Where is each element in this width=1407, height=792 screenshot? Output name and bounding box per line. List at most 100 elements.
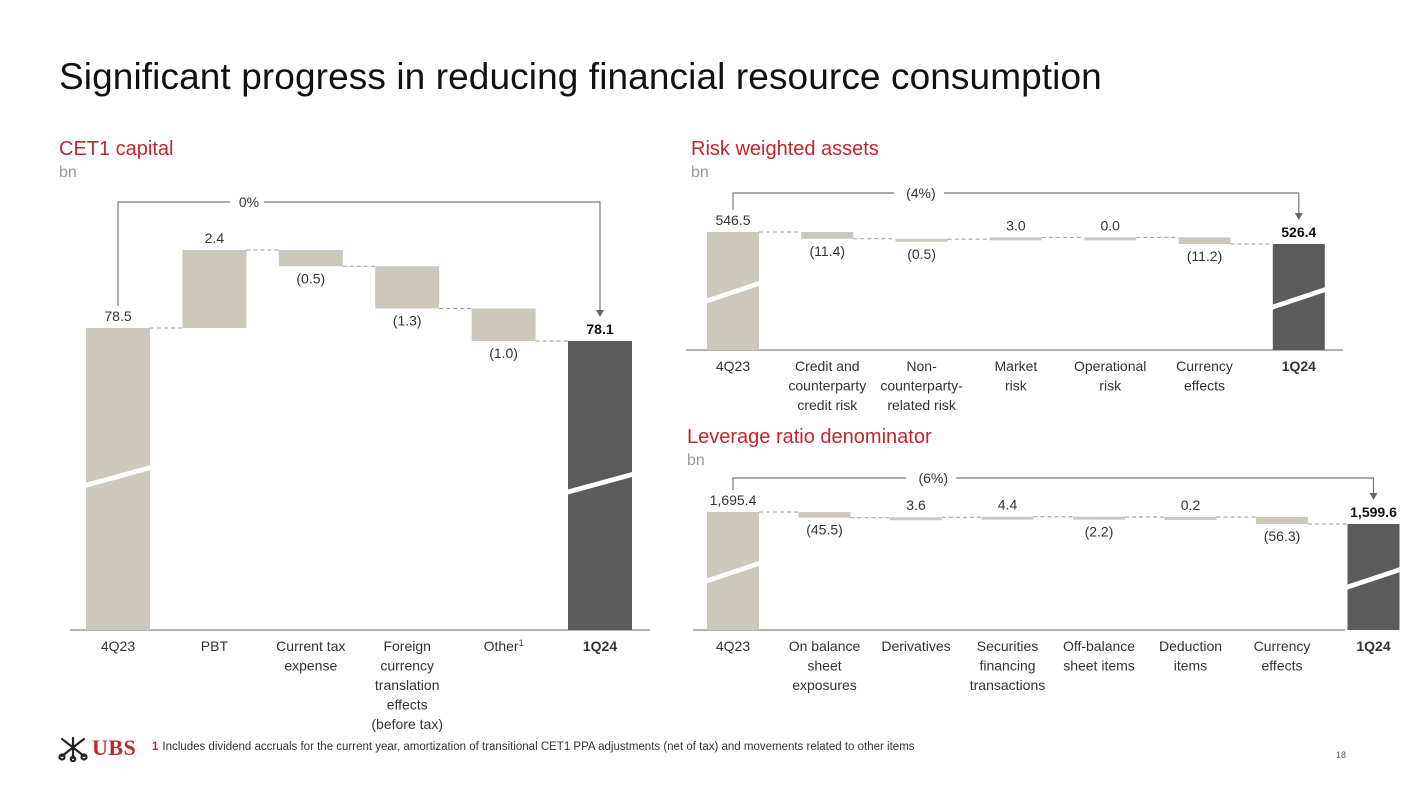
lrd-bar-6: [1256, 516, 1308, 524]
cet1-value-label-4: (1.0): [489, 345, 518, 361]
cet1-tick-label-2-1: expense: [284, 658, 337, 674]
cet1-axis-break-5: [567, 471, 633, 495]
lrd-tick-label-3-2: transactions: [970, 677, 1045, 693]
lrd-tick-label-1-2: exposures: [792, 677, 857, 693]
cet1-value-label-3: (1.3): [393, 313, 422, 329]
cet1-change-bracket: [117, 201, 601, 311]
lrd-unit: bn: [687, 452, 705, 469]
rwa-value-label-4: 0.0: [1100, 217, 1120, 233]
cet1-axis-break-0: [85, 464, 151, 488]
cet1-bar-1: [182, 250, 247, 328]
cet1-change-label-bg: [230, 193, 264, 211]
lrd-value-label-0: 1,695.4: [710, 492, 757, 508]
lrd-tick-label-6-1: effects: [1262, 658, 1303, 674]
rwa-value-label-0: 546.5: [715, 212, 750, 228]
rwa-change-label-bg: [893, 184, 944, 202]
lrd-value-label-6: (56.3): [1264, 528, 1301, 544]
cet1-tick-label-5-0: 1Q24: [583, 638, 617, 654]
rwa-change-bracket: [732, 192, 1300, 214]
lrd-tick-label-1-1: sheet: [807, 658, 841, 674]
cet1-value-label-0: 78.5: [104, 308, 131, 324]
cet1-chart-title: CET1 capital: [59, 138, 174, 160]
cet1-bar-3: [375, 266, 440, 309]
lrd-value-label-7: 1,599.6: [1350, 504, 1397, 520]
lrd-value-label-3: 4.4: [998, 497, 1018, 513]
cet1-tick-label-1-0: PBT: [201, 638, 229, 654]
rwa-value-label-2: (0.5): [907, 246, 936, 262]
cet1-tick-label-4-0: Other1: [484, 638, 524, 654]
cet1-tick-label-3-4: (before tax): [371, 716, 443, 732]
rwa-bar-5: [1178, 237, 1231, 244]
footnote-text: Includes dividend accruals for the curre…: [162, 741, 915, 753]
cet1-tick-label-3-3: effects: [387, 697, 428, 713]
lrd-change-label-bg: [906, 469, 957, 487]
rwa-bar-3: [989, 237, 1042, 241]
lrd-tick-label-4-1: sheet items: [1063, 658, 1135, 674]
lrd-axis-break-7: [1346, 566, 1401, 590]
cet1-change-label: 0%: [239, 194, 259, 210]
rwa-chart-title: Risk weighted assets: [691, 138, 879, 160]
rwa-bar-2: [895, 238, 948, 242]
rwa-tick-label-1-2: credit risk: [797, 397, 858, 413]
rwa-value-label-3: 3.0: [1006, 217, 1026, 233]
rwa-axis-break-0: [706, 280, 760, 304]
rwa-tick-label-0-0: 4Q23: [716, 358, 750, 374]
lrd-change-label: (6%): [918, 470, 948, 486]
cet1-tick-label-3-2: translation: [375, 677, 440, 693]
cet1-value-label-1: 2.4: [205, 230, 225, 246]
cet1-bar-0: [86, 328, 150, 630]
lrd-change-bracket: [732, 477, 1375, 494]
lrd-bar-4: [1073, 516, 1125, 520]
lrd-value-label-4: (2.2): [1085, 524, 1114, 540]
lrd-bar-5: [1164, 516, 1217, 520]
logo-text: UBS: [92, 735, 137, 760]
ubs-logo: UBS: [58, 734, 136, 762]
lrd-tick-label-6-0: Currency: [1254, 638, 1311, 654]
cet1-tick-label-0-0: 4Q23: [101, 638, 135, 654]
rwa-value-label-6: 526.4: [1281, 224, 1316, 240]
ubs-keys-icon: [58, 736, 88, 762]
page-number: 18: [1336, 750, 1347, 760]
lrd-axis-break-0: [706, 560, 760, 584]
rwa-tick-label-2-0: Non-: [906, 358, 937, 374]
lrd-tick-label-5-1: items: [1174, 658, 1207, 674]
lrd-tick-label-1-0: On balance: [789, 638, 861, 654]
cet1-tick-label-2-0: Current tax: [276, 638, 345, 654]
cet1-change-arrow: [596, 310, 604, 317]
cet1-tick-label-3-0: Foreign: [383, 638, 430, 654]
lrd-value-label-5: 0.2: [1181, 497, 1201, 513]
rwa-change-arrow: [1294, 213, 1303, 220]
rwa-change-label: (4%): [906, 185, 936, 201]
rwa-tick-label-4-1: risk: [1099, 378, 1122, 394]
cet1-unit: bn: [59, 164, 77, 181]
rwa-bar-1: [801, 232, 854, 239]
cet1-tick-superscript-4: 1: [519, 638, 524, 648]
rwa-tick-label-5-1: effects: [1184, 378, 1225, 394]
lrd-tick-label-4-0: Off-balance: [1063, 638, 1135, 654]
lrd-tick-label-0-0: 4Q23: [716, 638, 750, 654]
cet1-bar-4: [471, 308, 536, 341]
lrd-tick-label-3-0: Securities: [977, 638, 1038, 654]
rwa-bar-4: [1084, 237, 1137, 241]
rwa-tick-label-4-0: Operational: [1074, 358, 1146, 374]
lrd-value-label-2: 3.6: [906, 497, 926, 513]
cet1-bar-2: [278, 250, 343, 267]
lrd-tick-label-3-1: financing: [979, 658, 1035, 674]
rwa-value-label-1: (11.4): [810, 243, 846, 259]
lrd-value-label-1: (45.5): [806, 522, 843, 538]
footnote-number: 1: [152, 741, 159, 753]
lrd-tick-label-7-0: 1Q24: [1356, 638, 1390, 654]
rwa-tick-label-6-0: 1Q24: [1282, 358, 1316, 374]
rwa-unit: bn: [691, 164, 709, 181]
rwa-tick-label-2-2: related risk: [887, 397, 956, 413]
rwa-tick-label-1-0: Credit and: [795, 358, 860, 374]
rwa-tick-label-3-0: Market: [995, 358, 1038, 374]
rwa-value-label-5: (11.2): [1187, 248, 1223, 264]
page-title: Significant progress in reducing financi…: [59, 56, 1102, 97]
cet1-tick-label-3-1: currency: [380, 658, 434, 674]
rwa-tick-label-5-0: Currency: [1176, 358, 1233, 374]
lrd-bar-1: [798, 512, 851, 518]
lrd-tick-label-2-0: Derivatives: [881, 638, 950, 654]
lrd-tick-label-5-0: Deduction: [1159, 638, 1222, 654]
